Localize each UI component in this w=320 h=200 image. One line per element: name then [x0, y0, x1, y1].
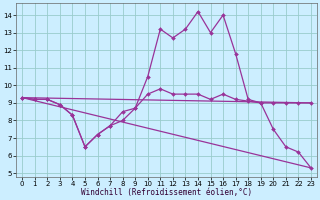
X-axis label: Windchill (Refroidissement éolien,°C): Windchill (Refroidissement éolien,°C) [81, 188, 252, 197]
